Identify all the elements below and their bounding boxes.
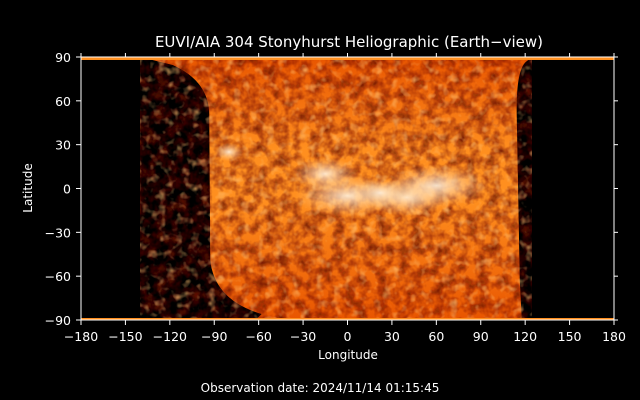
observation-date: Observation date: 2024/11/14 01:15:45 bbox=[201, 381, 440, 395]
y-tick-label: −30 bbox=[45, 225, 71, 240]
x-tick-label: 60 bbox=[428, 329, 444, 344]
x-tick-label: −90 bbox=[201, 329, 227, 344]
x-tick-label: 150 bbox=[558, 329, 582, 344]
y-tick-label: −90 bbox=[45, 313, 71, 328]
y-tick-label: −60 bbox=[45, 269, 71, 284]
y-axis: 90 60 30 0 −30 −60 −90 bbox=[45, 50, 618, 328]
plot-area bbox=[81, 57, 614, 320]
chart-title: EUVI/AIA 304 Stonyhurst Heliographic (Ea… bbox=[155, 33, 543, 51]
x-tick-label: −120 bbox=[153, 329, 187, 344]
active-region bbox=[384, 164, 489, 207]
active-region bbox=[214, 142, 244, 162]
x-tick-label: 0 bbox=[344, 329, 352, 344]
y-axis-label: Latitude bbox=[21, 163, 35, 212]
x-tick-label: 120 bbox=[513, 329, 537, 344]
y-tick-label: 60 bbox=[55, 94, 71, 109]
x-tick-label: 30 bbox=[384, 329, 400, 344]
x-tick-label: −60 bbox=[245, 329, 271, 344]
active-region bbox=[292, 157, 359, 191]
x-tick-label: −180 bbox=[64, 329, 98, 344]
x-tick-label: −30 bbox=[290, 329, 316, 344]
x-tick-label: 180 bbox=[602, 329, 626, 344]
y-tick-label: 90 bbox=[55, 50, 71, 65]
active-region bbox=[351, 178, 409, 207]
polar-band-top bbox=[81, 57, 614, 60]
polar-band-bottom bbox=[81, 318, 614, 320]
x-tick-label: −150 bbox=[108, 329, 142, 344]
y-tick-label: 30 bbox=[55, 138, 71, 153]
x-axis: −180 −150 −120 −90 −60 −30 0 30 60 90 120 150 180 bbox=[64, 53, 626, 344]
x-tick-label: 90 bbox=[473, 329, 489, 344]
x-axis-label: Longitude bbox=[318, 348, 378, 362]
y-tick-label: 0 bbox=[63, 182, 71, 197]
